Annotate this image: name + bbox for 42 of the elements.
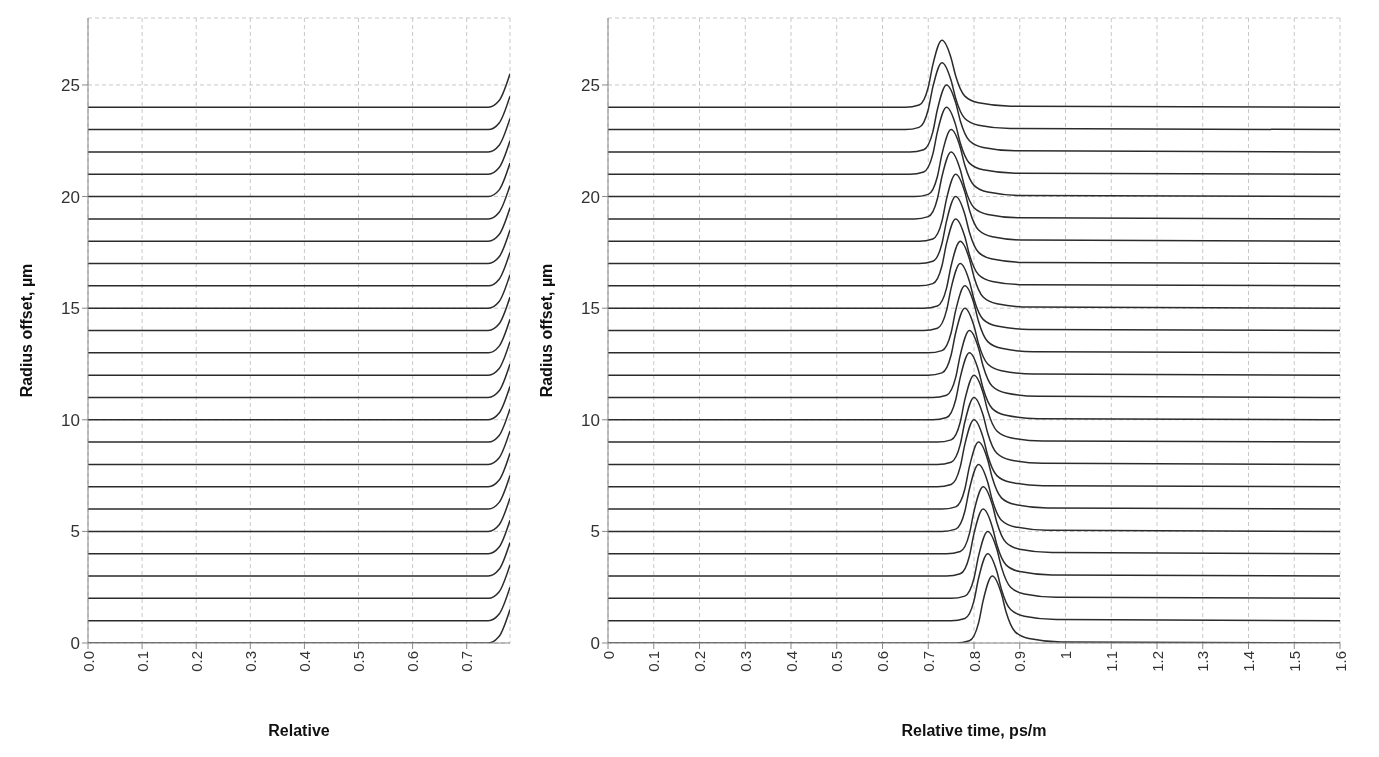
x-tick-label: 0.0 [79,651,97,672]
y-axis-title: Radius offset, µm [17,263,35,398]
x-tick-label: 0.6 [874,651,892,672]
x-tick-label: 1 [1057,651,1075,660]
x-tick-label: 1.2 [1148,651,1166,672]
x-tick-label: 0.9 [1011,651,1029,672]
x-tick-label: 1.3 [1194,651,1212,672]
y-axis-title: Radius offset, µm [537,263,555,398]
x-tick-label: 0 [599,651,617,660]
x-tick-label: 1.4 [1240,651,1258,672]
x-tick-label: 0.5 [350,651,368,672]
y-tick-label: 10 [581,410,600,430]
x-tick-label: 0.7 [919,651,937,672]
x-tick-label: 0.6 [404,651,422,672]
x-tick-label: 0.8 [965,651,983,672]
y-tick-label: 10 [61,410,80,430]
x-tick-label: 0.4 [296,651,314,672]
x-tick-label: 1.6 [1331,651,1349,672]
y-tick-label: 25 [61,76,80,95]
x-tick-label: 0.4 [782,651,800,672]
x-axis-title: Relative [268,722,330,739]
line-series [608,195,1340,265]
x-tick-label: 0.2 [691,651,709,672]
x-tick-label: 1.5 [1285,651,1303,672]
y-tick-label: 20 [61,187,80,207]
x-tick-label: 0.2 [187,651,205,672]
x-tick-label: 0.3 [241,651,259,672]
y-tick-label: 25 [581,76,600,95]
x-tick-label: 1.1 [1102,651,1120,672]
y-tick-label: 5 [70,522,80,542]
x-axis-title: Relative time, ps/m [901,722,1047,739]
x-tick-label: 0.3 [736,651,754,672]
x-tick-label: 0.1 [133,651,151,672]
y-tick-label: 15 [581,299,600,319]
line-series [608,396,1340,466]
y-tick-label: 5 [590,522,600,542]
y-tick-label: 20 [581,187,600,207]
x-tick-label: 0.5 [828,651,846,672]
x-tick-label: 0.1 [645,651,663,672]
x-tick-label: 0.7 [458,651,476,672]
line-series [608,39,1340,109]
y-tick-label: 15 [61,299,80,319]
